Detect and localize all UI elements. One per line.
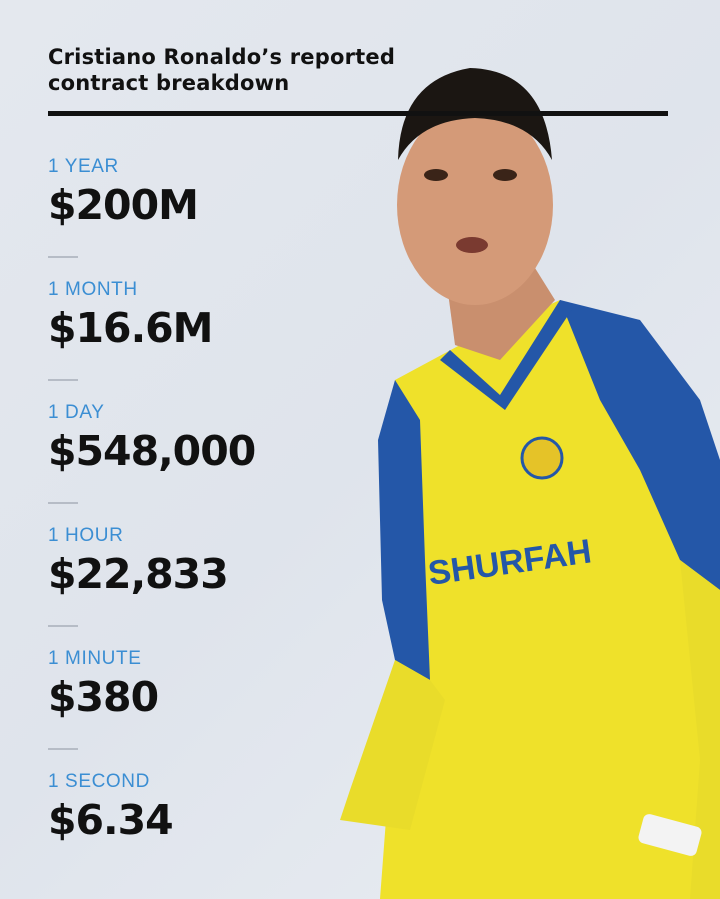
stat-divider (48, 379, 78, 381)
stat-value: $6.34 (48, 796, 174, 844)
stat-value: $380 (48, 673, 159, 721)
stat-label: 1 YEAR (48, 156, 119, 177)
stat-divider (48, 625, 78, 627)
stat-month: 1 MONTH $16.6M (48, 279, 255, 402)
stat-value: $548,000 (48, 427, 256, 475)
jersey-right-sleeve (560, 300, 720, 590)
stat-label: 1 SECOND (48, 771, 150, 792)
stat-divider (48, 502, 78, 504)
page-title: Cristiano Ronaldo’s reported contract br… (48, 45, 396, 95)
player-head (397, 105, 553, 305)
stat-label: 1 MINUTE (48, 648, 142, 669)
stat-label: 1 HOUR (48, 525, 124, 546)
stat-value: $200M (48, 181, 199, 229)
jersey-left-sleeve (378, 380, 430, 680)
stat-label: 1 DAY (48, 402, 105, 423)
stat-value: $16.6M (48, 304, 214, 352)
stat-day: 1 DAY $548,000 (48, 402, 256, 525)
stat-year: 1 YEAR $200M (48, 156, 255, 279)
stat-second: 1 SECOND $6.34 (48, 771, 255, 894)
stat-value: $22,833 (48, 550, 229, 598)
stats-list: 1 YEAR $200M 1 MONTH $16.6M 1 DAY $548,0… (48, 156, 256, 894)
stat-label: 1 MONTH (48, 279, 138, 300)
club-crest (520, 436, 564, 480)
stat-hour: 1 HOUR $22,833 (48, 525, 255, 648)
stat-divider (48, 748, 78, 750)
stat-divider (48, 256, 78, 258)
title-divider (48, 111, 668, 116)
stat-minute: 1 MINUTE $380 (48, 648, 255, 771)
